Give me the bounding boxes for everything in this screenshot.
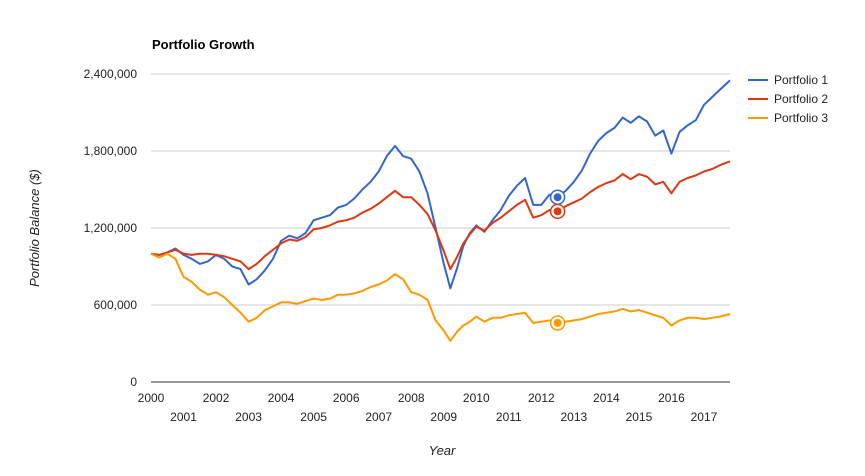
- y-axis-title: Portfolio Balance ($): [27, 169, 42, 287]
- x-tick-label: 2013: [561, 410, 588, 424]
- hover-marker-point: [553, 207, 562, 216]
- x-tick-label: 2011: [496, 410, 522, 424]
- x-tick-label: 2008: [398, 391, 425, 405]
- x-axis-title: Year: [429, 443, 456, 458]
- legend-label: Portfolio 2: [774, 92, 828, 106]
- x-tick-label: 2009: [430, 410, 457, 424]
- x-tick-label: 2012: [528, 391, 555, 405]
- x-tick-label: 2010: [463, 391, 490, 405]
- legend: Portfolio 1 Portfolio 2 Portfolio 3: [748, 73, 828, 125]
- series-line-portfolio-3: [150, 252, 731, 342]
- x-tick-label: 2005: [300, 410, 327, 424]
- x-tick-label: 2014: [593, 391, 620, 405]
- legend-label: Portfolio 3: [774, 111, 828, 125]
- legend-label: Portfolio 1: [774, 73, 828, 87]
- y-tick-label: 1,800,000: [84, 144, 138, 158]
- x-tick-label: 2006: [333, 391, 360, 405]
- hover-marker-point: [553, 318, 562, 327]
- x-tick-label: 2015: [626, 410, 653, 424]
- y-tick-label: 0: [130, 375, 137, 389]
- series-lines: [150, 79, 731, 342]
- y-tick-label: 1,200,000: [84, 221, 138, 235]
- hover-marker-point: [553, 193, 562, 202]
- hover-markers: [549, 189, 566, 331]
- x-tick-label: 2000: [138, 391, 165, 405]
- series-line-portfolio-1: [150, 79, 731, 290]
- x-tick-label: 2003: [235, 410, 262, 424]
- x-tick-label: 2017: [691, 410, 718, 424]
- x-tick-label: 2007: [365, 410, 392, 424]
- chart-title: Portfolio Growth: [152, 37, 255, 52]
- x-tick-label: 2016: [658, 391, 685, 405]
- x-tick-label: 2001: [170, 410, 197, 424]
- y-tick-label: 600,000: [94, 298, 138, 312]
- y-axis-ticks: 0 600,000 1,200,000 1,800,000 2,400,000: [84, 67, 138, 389]
- y-tick-label: 2,400,000: [84, 67, 138, 81]
- x-tick-label: 2004: [268, 391, 295, 405]
- series-line-portfolio-2: [150, 160, 731, 271]
- x-tick-label: 2002: [203, 391, 230, 405]
- gridlines: [151, 73, 730, 383]
- x-axis-ticks: 2000 2002 2004 2006 2008 2010 2012 2014 2016 2001…: [138, 391, 718, 424]
